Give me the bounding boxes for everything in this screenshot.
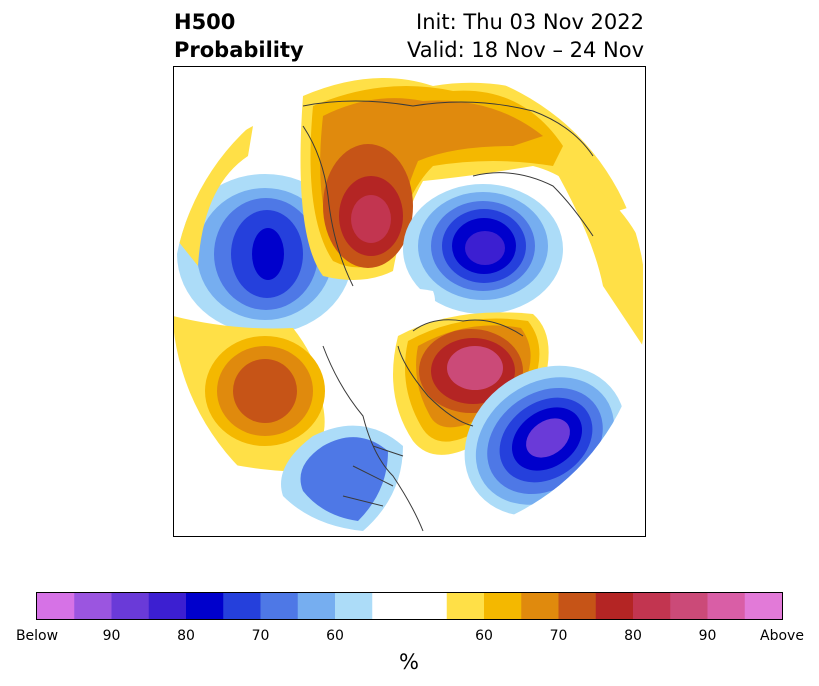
colorbar-segment <box>297 593 336 619</box>
colorbar-tick-label: 90 <box>698 628 717 644</box>
colorbar-unit: % <box>399 650 419 674</box>
colorbar-tick-label: 70 <box>549 628 568 644</box>
anomaly-below-arctic <box>403 184 563 314</box>
colorbar-segment <box>37 593 75 619</box>
init-time: Init: Thu 03 Nov 2022 <box>416 10 644 34</box>
colorbar-segment <box>223 593 261 619</box>
colorbar-tick-label: 70 <box>251 628 270 644</box>
colorbar-segment <box>558 593 597 619</box>
anomaly-above-central-pacific <box>173 316 325 471</box>
colorbar-segment <box>74 593 112 619</box>
valid-period: Valid: 18 Nov – 24 Nov <box>407 38 644 62</box>
title-product: Probability <box>174 38 304 62</box>
colorbar-segment <box>409 593 448 619</box>
colorbar-segment <box>484 593 522 619</box>
colorbar-segment <box>260 593 299 619</box>
probability-map <box>173 66 646 537</box>
anomaly-above-east-siberia <box>300 78 633 280</box>
colorbar-segment <box>595 593 634 619</box>
colorbar-segment <box>148 593 187 619</box>
anomaly-above-greenland <box>393 312 549 455</box>
coastlines <box>302 100 594 532</box>
colorbar-tick-label: 80 <box>177 628 195 644</box>
colorbar-segment <box>446 593 485 619</box>
colorbar-segment <box>633 593 671 619</box>
map-title-left: H500 Probability <box>174 8 304 64</box>
colorbar-segment <box>186 593 224 619</box>
colorbar-frame <box>36 592 783 620</box>
colorbar <box>36 592 783 620</box>
colorbar-segment <box>111 593 150 619</box>
colorbar-tick-label: Above <box>760 628 804 644</box>
colorbar-tick-label: 80 <box>624 628 642 644</box>
colorbar-segment <box>521 593 559 619</box>
colorbar-segment <box>372 593 410 619</box>
colorbar-segment <box>335 593 373 619</box>
anomaly-field <box>173 78 643 532</box>
colorbar-tick-label: 60 <box>475 628 493 644</box>
colorbar-tick-label: 60 <box>326 628 344 644</box>
map-title-right: Init: Thu 03 Nov 2022 Valid: 18 Nov – 24… <box>407 8 644 64</box>
colorbar-segment <box>707 593 746 619</box>
colorbar-tick-label: 90 <box>102 628 121 644</box>
colorbar-segment <box>744 593 783 619</box>
colorbar-segment <box>670 593 708 619</box>
title-variable: H500 <box>174 10 236 34</box>
colorbar-tick-label: Below <box>15 628 59 644</box>
